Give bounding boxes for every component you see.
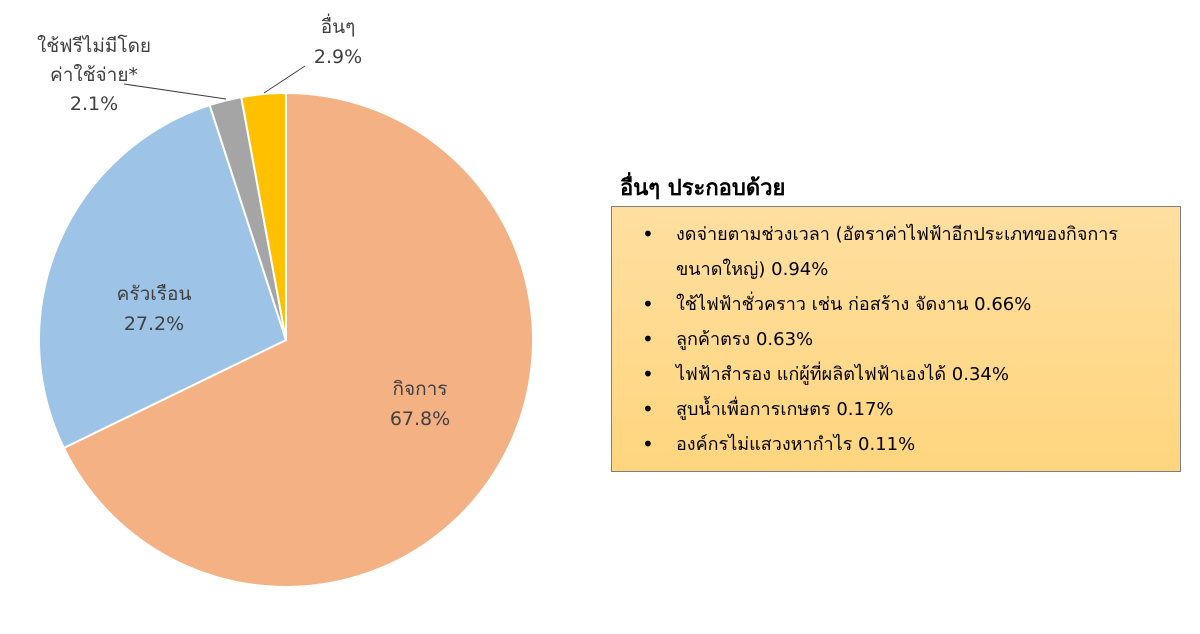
others-item: ไฟฟ้าสำรอง แก่ผู้ที่ผลิตไฟฟ้าเองได้ 0.34… [642,357,1160,392]
others-item: สูบน้ำเพื่อการเกษตร 0.17% [642,392,1160,427]
others-item: องค์กรไม่แสวงหากำไร 0.11% [642,427,1160,462]
value-others: 2.9% [314,46,362,68]
others-item: ใช้ไฟฟ้าชั่วคราว เช่น ก่อสร้าง จัดงาน 0.… [642,287,1160,322]
others-list: งดจ่ายตามช่วงเวลา (อัตราค่าไฟฟ้าอีกประเภ… [642,217,1160,462]
pie-chart: กิจการ 67.8% ครัวเรือน 27.2% ใช้ฟรีไม่มี… [37,13,534,588]
value-free: 2.1% [70,93,118,115]
others-item: ลูกค้าตรง 0.63% [642,322,1160,357]
value-business: 67.8% [390,408,450,430]
others-breakdown-box: งดจ่ายตามช่วงเวลา (อัตราค่าไฟฟ้าอีกประเภ… [611,206,1181,472]
label-others: อื่นๆ [321,13,356,38]
label-household: ครัวเรือน [117,283,192,305]
leader-line-others [263,65,306,94]
label-free-line2: ค่าใช้จ่าย* [50,64,138,86]
slice-business [62,91,534,588]
slice-others [240,91,287,341]
value-household: 27.2% [124,313,184,335]
label-free-line1: ใช้ฟรีไม่มีโดย [37,34,151,57]
others-title: อื่นๆ ประกอบด้วย [620,176,786,201]
label-business: กิจการ [392,378,447,400]
others-item: งดจ่ายตามช่วงเวลา (อัตราค่าไฟฟ้าอีกประเภ… [642,217,1160,287]
slice-household [38,103,288,450]
leader-line-free [123,83,227,100]
